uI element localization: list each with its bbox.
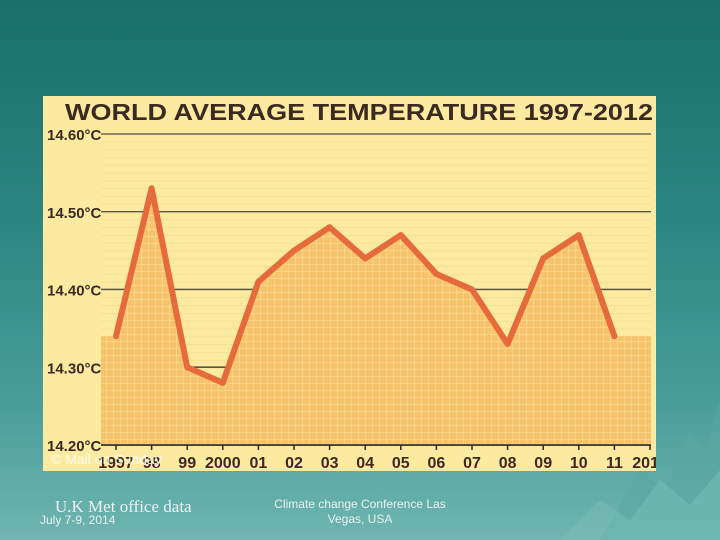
temperature-chart: WORLD AVERAGE TEMPERATURE 1997-2012 14.6… [47,99,656,471]
x-axis: 1997 98 99 2000 01 02 03 04 05 06 07 08 09 10 11 2012 [98,444,656,471]
x-tick-label: 06 [428,455,446,471]
source-caption: U.K Met office data [55,497,192,516]
conference-caption: Climate change Conference Las Vegas, USA [274,497,446,526]
x-tick-label: 2012 [632,455,656,471]
x-tick-label: 98 [143,455,161,471]
y-tick-label: 14.50°C [47,205,102,222]
data-point [113,333,119,340]
x-tick-label: 1997 [98,455,134,471]
data-point [575,232,582,239]
data-point [611,333,618,340]
data-point [504,340,511,347]
data-point [148,185,155,192]
data-point [184,364,191,371]
image-credit: © Mail on Sunday [51,451,162,467]
y-tick-label: 14.40°C [47,283,102,300]
y-tick-label: 14.30°C [47,360,102,377]
x-tick-label: 02 [285,455,303,471]
data-point [291,247,297,254]
data-point [397,232,404,239]
area-layer [101,185,651,446]
decorative-wave-shape [560,470,720,540]
x-tick-label: 09 [534,455,552,471]
x-tick-label: 11 [606,455,623,471]
x-tick-label: 07 [463,455,481,471]
y-tick-label: 14.60°C [47,127,102,144]
y-tick-label: 14.20°C [47,438,102,455]
y-axis: 14.60°C 14.50°C 14.40°C 14.30°C 14.20°C [47,127,102,455]
decorative-wave-shape [600,400,720,540]
x-tick-label: 05 [392,455,410,471]
data-point [326,224,333,231]
data-point [469,286,475,293]
x-tick-label: 2000 [205,455,241,471]
data-point [219,379,226,386]
x-tick-label: 08 [499,455,517,471]
chart-panel: WORLD AVERAGE TEMPERATURE 1997-2012 14.6… [43,96,656,471]
data-point [362,255,369,262]
x-tick-label: 99 [178,455,196,471]
x-tick-label: 01 [250,455,268,471]
x-tick-label: 04 [356,455,374,471]
x-tick-label: 03 [321,455,339,471]
data-point [540,255,547,262]
chart-title: WORLD AVERAGE TEMPERATURE 1997-2012 [65,99,653,125]
area-fill [101,188,651,446]
data-point [433,270,440,277]
x-tick-label: 10 [570,455,588,471]
data-point [255,278,262,285]
date-caption: July 7-9, 2014 [40,513,116,527]
